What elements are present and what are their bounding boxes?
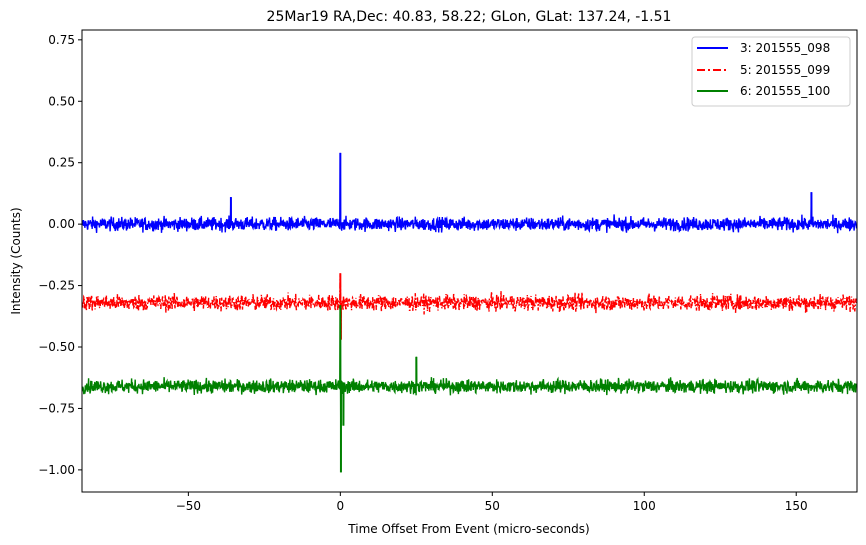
y-axis-label: Intensity (Counts) bbox=[9, 207, 23, 314]
y-tick-label: 0.00 bbox=[48, 217, 75, 231]
x-tick-label: 0 bbox=[337, 499, 345, 513]
legend-item-series-2: 5: 201555_099 bbox=[697, 63, 830, 77]
series-line-2 bbox=[82, 273, 857, 340]
legend-label: 5: 201555_099 bbox=[740, 63, 830, 77]
chart-title: 25Mar19 RA,Dec: 40.83, 58.22; GLon, GLat… bbox=[267, 9, 672, 25]
legend-item-series-3: 6: 201555_100 bbox=[697, 84, 830, 98]
y-tick-label: −0.75 bbox=[38, 401, 75, 415]
x-tick-label: 100 bbox=[633, 499, 656, 513]
series-layer bbox=[82, 152, 857, 473]
y-tick-label: 0.75 bbox=[48, 33, 75, 47]
x-tick-label: 50 bbox=[485, 499, 500, 513]
x-axis: −50 0 50 100 150 bbox=[176, 492, 808, 513]
y-tick-label: −0.25 bbox=[38, 279, 75, 293]
series-line-3 bbox=[82, 305, 857, 473]
y-axis: 0.75 0.50 0.25 0.00 −0.25 −0.50 −0.75 −1.00 bbox=[38, 33, 82, 477]
y-tick-label: 0.50 bbox=[48, 94, 75, 108]
axes-frame bbox=[81, 29, 858, 493]
y-tick-label: −0.50 bbox=[38, 340, 75, 354]
plot-area bbox=[81, 29, 858, 493]
legend: 3: 201555_098 5: 201555_099 6: 201555_10… bbox=[691, 36, 851, 107]
x-tick-label: 150 bbox=[785, 499, 808, 513]
legend-label: 3: 201555_098 bbox=[740, 41, 830, 55]
y-tick-label: 0.25 bbox=[48, 156, 75, 170]
x-tick-label: −50 bbox=[176, 499, 201, 513]
x-axis-label: Time Offset From Event (micro-seconds) bbox=[347, 522, 589, 536]
y-tick-label: −1.00 bbox=[38, 463, 75, 477]
legend-box bbox=[691, 36, 851, 107]
legend-item-series-1: 3: 201555_098 bbox=[697, 41, 830, 55]
series-line-1 bbox=[82, 152, 857, 234]
legend-label: 6: 201555_100 bbox=[740, 84, 830, 98]
